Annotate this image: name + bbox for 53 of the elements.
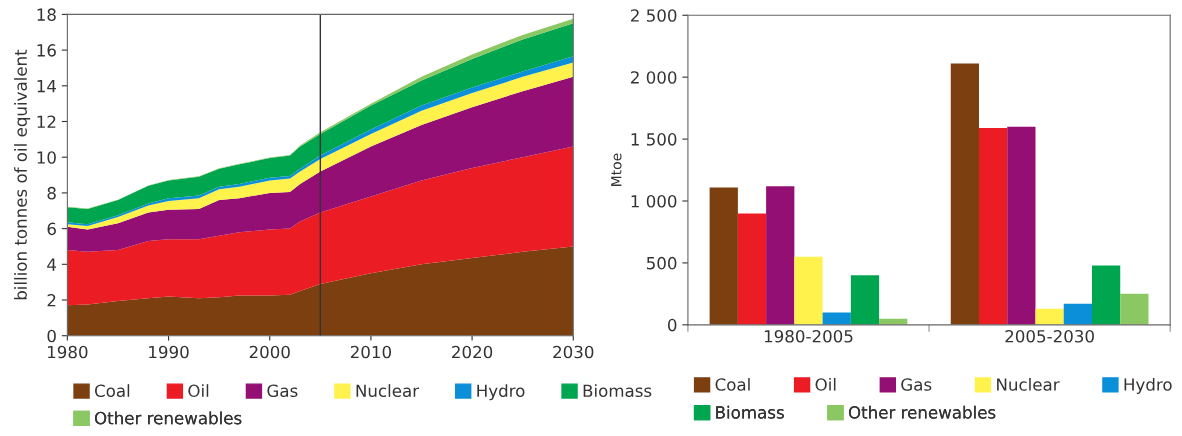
legend-label: Oil <box>815 377 836 391</box>
x-tick-label: 2000 <box>249 345 290 359</box>
legend-label: Biomass <box>583 384 652 398</box>
x-tick-label: 2010 <box>350 345 392 359</box>
y-tick-label: 6 <box>47 222 56 236</box>
legend-label: Coal <box>94 384 130 398</box>
y-tick-label: 8 <box>47 186 56 200</box>
legend-label: Other renewables <box>848 405 996 419</box>
bar <box>979 127 1008 325</box>
bar <box>709 187 738 325</box>
x-tick-label: 1980 <box>48 345 88 359</box>
x-tick-label: 2030 <box>553 345 594 359</box>
y-tick-label: 10 <box>37 151 56 164</box>
y-tick-label: 500 <box>646 256 677 270</box>
bar <box>766 186 795 325</box>
bar <box>822 312 851 325</box>
bar <box>1007 126 1036 325</box>
x-tick-label: 2005-2030 <box>1005 329 1094 343</box>
legend-label: Gas <box>901 378 932 391</box>
bar <box>1120 293 1149 325</box>
legend-label: Coal <box>715 377 750 391</box>
bar <box>1035 308 1064 325</box>
legend-label: Hydro <box>477 384 525 401</box>
y-axis-title: billion tonnes of oil equivalent <box>14 49 31 300</box>
legend-label: Nuclear <box>997 377 1060 391</box>
bar <box>950 63 979 325</box>
y-tick-label: 16 <box>37 44 56 57</box>
legend-label: Gas <box>267 384 298 398</box>
y-tick-label: 2 000 <box>631 71 677 84</box>
y-tick-label: 1 000 <box>631 194 677 208</box>
y-tick-label: 0 <box>47 329 56 343</box>
y-tick-label: 1 500 <box>631 133 677 146</box>
y-tick-label: 0 <box>668 318 677 332</box>
x-tick-label: 1990 <box>149 345 189 359</box>
legend-label: Other renewables <box>94 411 242 425</box>
bar <box>737 213 767 325</box>
x-tick-label: 2020 <box>452 345 493 359</box>
legend-label: Nuclear <box>356 384 420 398</box>
bar <box>794 256 823 325</box>
y-tick-label: 12 <box>37 115 56 128</box>
y-tick-label: 4 <box>47 258 57 271</box>
bar <box>1091 265 1121 325</box>
y-tick-label: 14 <box>37 79 57 93</box>
x-tick-label: 1980-2005 <box>764 329 853 343</box>
y-tick-label: 18 <box>37 8 56 21</box>
bar <box>850 275 880 325</box>
legend-label: Biomass <box>716 405 784 419</box>
y-tick-label: 2 500 <box>631 9 677 22</box>
legend-label: Hydro <box>1124 377 1172 395</box>
legend-label: Oil <box>188 384 209 398</box>
bar <box>1063 303 1092 325</box>
y-tick-label: 2 <box>47 293 56 307</box>
y-axis-title: Mtoe <box>611 153 622 186</box>
